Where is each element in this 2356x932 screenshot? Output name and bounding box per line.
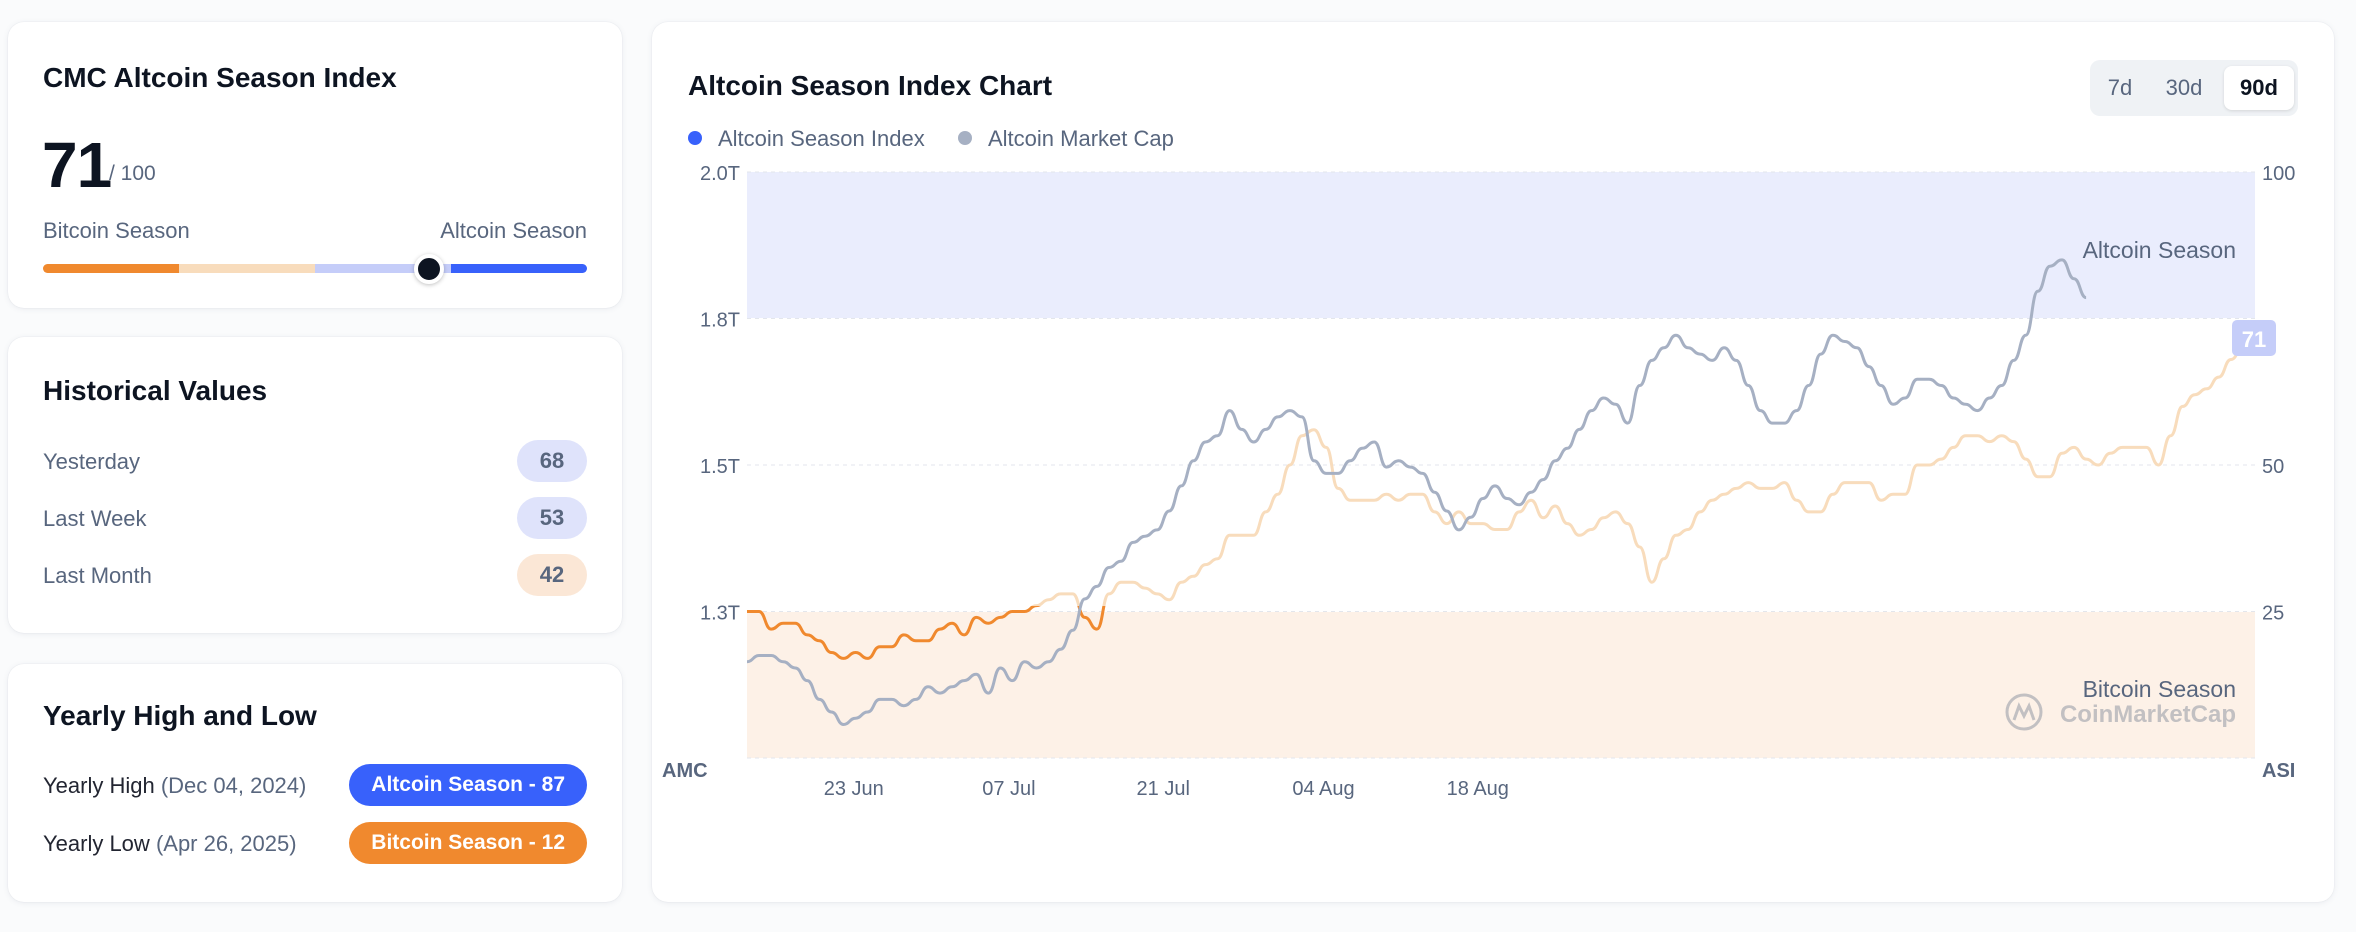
- left-tick-label: 2.0T: [700, 163, 740, 185]
- chart-title: Altcoin Season Index Chart: [688, 70, 1053, 101]
- index-out-of: / 100: [109, 162, 156, 185]
- legend-item-market-cap[interactable]: Altcoin Market Cap: [958, 126, 1174, 152]
- yearly-low-label: Yearly Low (Apr 26, 2025): [43, 831, 297, 857]
- yearly-high-label: Yearly High (Dec 04, 2024): [43, 773, 306, 799]
- historical-label: Last Month: [43, 563, 152, 588]
- right-axis: 100 50 25: [2262, 163, 2295, 625]
- altcoin-season-chart: 2.0T 1.8T 1.5T 1.3T 100 50 25 23 Jun 07 Jul 21 …: [662, 163, 2295, 800]
- index-value: 71: [42, 129, 112, 201]
- season-slider: [43, 254, 587, 284]
- watermark-text: CoinMarketCap: [2060, 701, 2236, 728]
- tab-90d[interactable]: 90d: [2224, 66, 2294, 110]
- timeframe-tabs: 7d 30d 90d: [2090, 60, 2298, 116]
- right-tick-label: 25: [2262, 603, 2284, 625]
- series-layer: [746, 258, 2256, 727]
- chart-card: Altcoin Season Index Chart 7d 30d 90d Al…: [652, 22, 2334, 902]
- left-axis: 2.0T 1.8T 1.5T 1.3T: [700, 163, 740, 625]
- slider-segment-neutral-bitcoin: [179, 264, 315, 273]
- yearly-high-row: Yearly High (Dec 04, 2024) Altcoin Seaso…: [43, 764, 587, 808]
- altcoin-season-zone-label: Altcoin Season: [2083, 237, 2236, 263]
- index-line-neutral: [1031, 340, 2256, 606]
- historical-label: Yesterday: [43, 449, 141, 474]
- x-axis: 23 Jun 07 Jul 21 Jul 04 Aug 18 Aug: [824, 778, 1509, 800]
- slider-segment-altcoin: [451, 264, 587, 273]
- right-axis-label: ASI: [2262, 760, 2295, 782]
- legend-label-market-cap: Altcoin Market Cap: [988, 126, 1174, 151]
- bitcoin-season-zone: [747, 612, 2255, 758]
- legend-dot-blue: [688, 131, 702, 145]
- legend-item-index[interactable]: Altcoin Season Index: [688, 126, 925, 152]
- yearly-low-text: Yearly Low: [43, 831, 150, 856]
- slider-segment-neutral-altcoin: [315, 264, 451, 273]
- legend-label-index: Altcoin Season Index: [718, 126, 925, 151]
- yearly-high-badge: Altcoin Season - 87: [349, 764, 587, 806]
- altcoin-season-zone: [747, 172, 2255, 318]
- historical-value-badge: 42: [517, 554, 587, 596]
- historical-row-yesterday: Yesterday 68: [43, 440, 587, 484]
- left-axis-label: AMC: [662, 760, 708, 782]
- left-tick-label: 1.3T: [700, 603, 740, 625]
- tab-7d[interactable]: 7d: [2107, 75, 2133, 100]
- historical-label: Last Week: [43, 506, 147, 531]
- x-tick-label: 07 Jul: [982, 778, 1035, 800]
- altcoin-season-index-card: CMC Altcoin Season Index 71 / 100 Bitcoi…: [8, 22, 622, 308]
- end-value-text: 71: [2242, 327, 2266, 352]
- index-line-bitcoin: [747, 606, 1106, 660]
- left-tick-label: 1.8T: [700, 310, 740, 332]
- bitcoin-season-label: Bitcoin Season: [43, 218, 190, 243]
- x-tick-label: 23 Jun: [824, 778, 884, 800]
- historical-title: Historical Values: [43, 375, 268, 406]
- gridlines: [747, 171, 2255, 759]
- x-tick-label: 04 Aug: [1292, 778, 1354, 800]
- tab-30d[interactable]: 30d: [2165, 75, 2203, 100]
- yearly-title: Yearly High and Low: [43, 700, 317, 731]
- yearly-low-date: (Apr 26, 2025): [155, 831, 297, 856]
- yearly-high-date: (Dec 04, 2024): [160, 773, 307, 798]
- slider-knob: [414, 254, 445, 284]
- x-tick-label: 18 Aug: [1447, 778, 1509, 800]
- yearly-low-row: Yearly Low (Apr 26, 2025) Bitcoin Season…: [43, 822, 587, 866]
- yearly-low-badge: Bitcoin Season - 12: [349, 822, 587, 864]
- historical-value-badge: 68: [517, 440, 587, 482]
- coinmarketcap-logo-icon: [2005, 693, 2043, 731]
- market-cap-line: [746, 258, 2087, 727]
- left-tick-label: 1.5T: [700, 456, 740, 478]
- historical-value-badge: 53: [517, 497, 587, 539]
- altcoin-season-label: Altcoin Season: [440, 218, 587, 243]
- yearly-high-low-card: Yearly High and Low Yearly High (Dec 04,…: [8, 664, 622, 902]
- index-card-title: CMC Altcoin Season Index: [43, 62, 397, 93]
- historical-row-last-week: Last Week 53: [43, 497, 587, 541]
- historical-row-last-month: Last Month 42: [43, 554, 587, 598]
- bitcoin-season-zone-label: Bitcoin Season: [2083, 676, 2236, 702]
- slider-segment-bitcoin: [43, 264, 179, 273]
- right-tick-label: 100: [2262, 163, 2295, 185]
- historical-values-card: Historical Values Yesterday 68 Last Week…: [8, 337, 622, 633]
- right-tick-label: 50: [2262, 456, 2284, 478]
- yearly-high-text: Yearly High: [43, 773, 155, 798]
- index-line-altcoin: [747, 342, 2255, 659]
- legend-dot-gray: [958, 131, 972, 145]
- x-tick-label: 21 Jul: [1137, 778, 1190, 800]
- end-value-badge: 71: [2232, 320, 2276, 356]
